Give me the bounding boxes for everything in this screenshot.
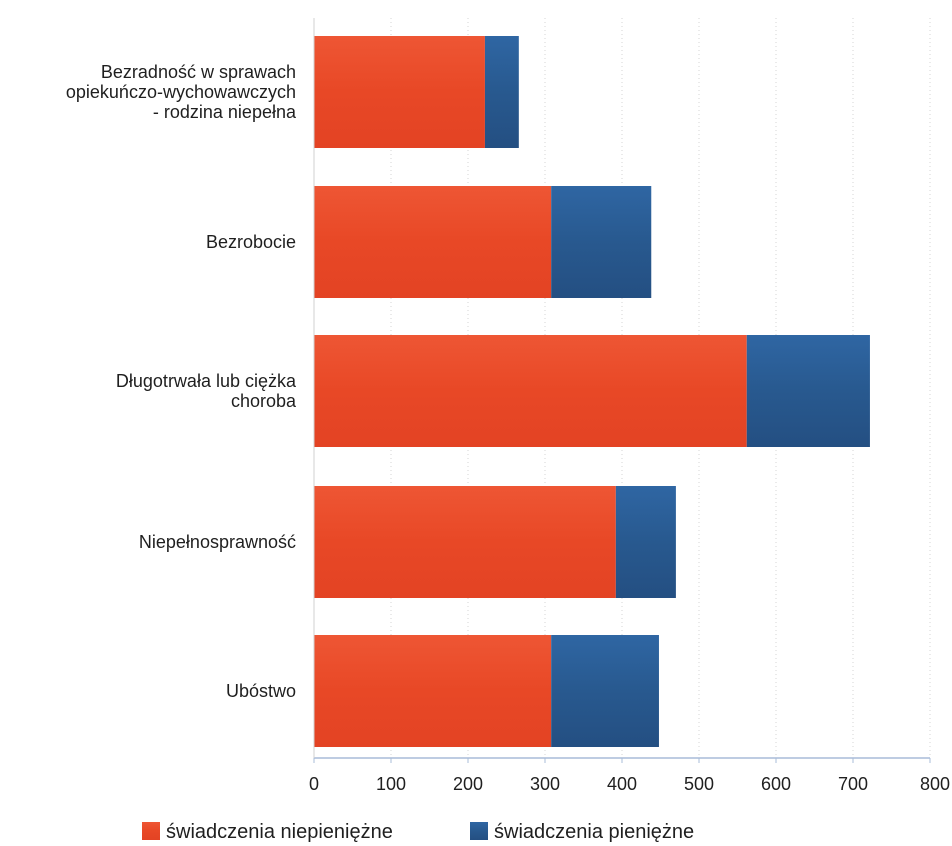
- category-label: Długotrwała lub ciężka choroba: [116, 371, 297, 411]
- bar-segment-niepieniezne: [314, 486, 616, 598]
- bar-segment-niepieniezne: [314, 36, 485, 148]
- bar-segment-pieniezne: [551, 186, 652, 298]
- bars: [314, 36, 870, 747]
- bar-segment-niepieniezne: [314, 635, 552, 747]
- x-axis: 0 100 200 300 400 500 600 700 800: [309, 18, 950, 794]
- category-labels: Bezradność w sprawach opiekuńczo-wychowaw…: [66, 62, 297, 701]
- category-label: Bezradność w sprawach opiekuńczo-wychowaw…: [66, 62, 297, 122]
- x-tick-label: 300: [530, 774, 560, 794]
- bar-segment-pieniezne: [551, 635, 659, 747]
- bar-segment-niepieniezne: [314, 335, 747, 447]
- x-tick-label: 500: [684, 774, 714, 794]
- legend-swatch: [142, 822, 160, 840]
- x-tick-label: 400: [607, 774, 637, 794]
- bar-segment-pieniezne: [615, 486, 676, 598]
- x-tick-label: 200: [453, 774, 483, 794]
- x-tick-label: 0: [309, 774, 319, 794]
- grid: [390, 18, 931, 758]
- x-tick-label: 700: [838, 774, 868, 794]
- legend: świadczenia niepieniężne świadczenia pien…: [142, 821, 694, 843]
- category-label: Ubóstwo: [226, 681, 296, 701]
- x-tick-label: 100: [376, 774, 406, 794]
- legend-label: świadczenia pieniężne: [494, 821, 694, 843]
- bar-segment-pieniezne: [746, 335, 870, 447]
- legend-label: świadczenia niepieniężne: [166, 821, 393, 843]
- category-label: Bezrobocie: [206, 232, 296, 252]
- legend-swatch: [470, 822, 488, 840]
- bar-segment-niepieniezne: [314, 186, 552, 298]
- x-tick-label: 600: [761, 774, 791, 794]
- category-label: Niepełnosprawność: [139, 532, 296, 552]
- x-tick-label: 800: [920, 774, 950, 794]
- bar-segment-pieniezne: [484, 36, 519, 148]
